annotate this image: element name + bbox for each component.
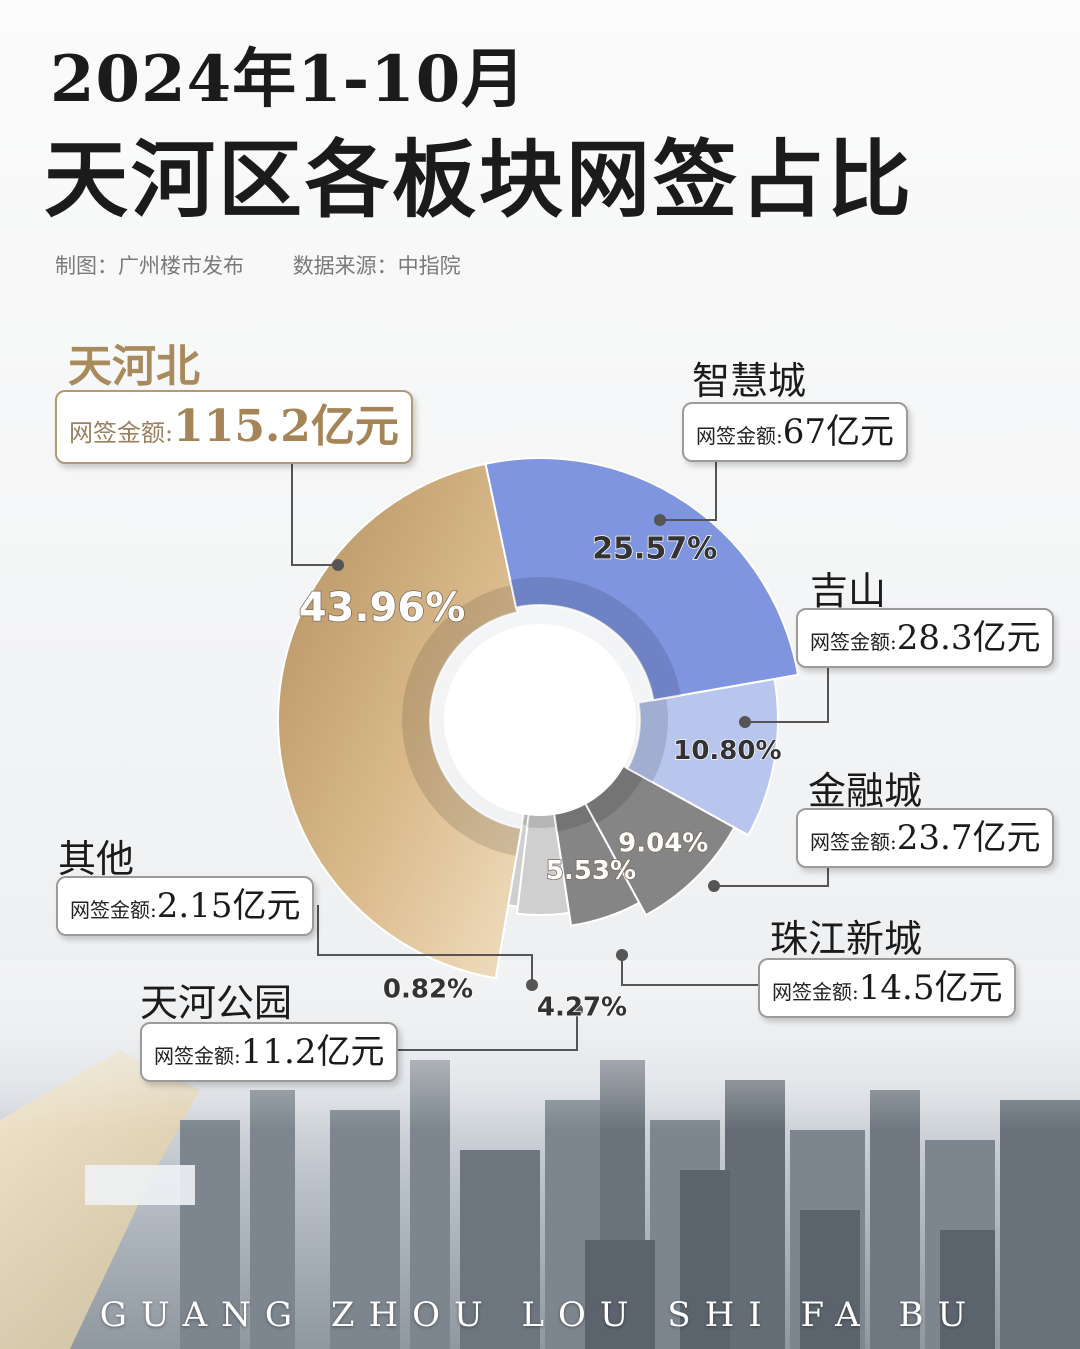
amount-box-jinrongcheng: 网签金额:23.7亿元 — [796, 808, 1055, 868]
amount-box-zhihuicheng: 网签金额:67亿元 — [682, 402, 909, 462]
pct-label-zhujiangxincheng: 5.53% — [546, 856, 636, 886]
pct-label-qita: 0.82% — [383, 975, 473, 1005]
amount-box-tianhebei: 网签金额:115.2亿元 — [55, 390, 413, 464]
amount-label: 网签金额: — [772, 980, 859, 1004]
title-date-range: 2024年1-10月 — [50, 42, 527, 117]
category-name-tianhebei: 天河北 — [68, 341, 200, 392]
category-name-jishan: 吉山 — [810, 569, 887, 613]
slice-zhihuicheng — [484, 457, 800, 702]
amount-label: 网签金额: — [154, 1044, 241, 1068]
pct-label-tianhegongyuan: 4.27% — [537, 993, 627, 1023]
slice-tianhebei-inner-rim — [401, 585, 522, 857]
connector-line — [291, 460, 338, 566]
amount-box-tianhegongyuan: 网签金额:11.2亿元 — [140, 1022, 399, 1082]
category-name-zhujiangxincheng: 珠江新城 — [770, 917, 923, 961]
connector-dot — [616, 949, 628, 961]
connector-line — [660, 460, 717, 521]
category-name-tianhegongyuan: 天河公园 — [140, 981, 293, 1025]
slice-jishan-inner-rim — [627, 697, 668, 782]
connector-dot — [708, 880, 720, 892]
slice-zhihuicheng-inner-rim — [510, 577, 681, 701]
connector-line — [317, 905, 533, 985]
connector-dot — [654, 514, 666, 526]
connector-dot — [526, 979, 538, 991]
category-name-jinrongcheng: 金融城 — [808, 769, 923, 813]
amount-value-jishan: 28.3亿元 — [896, 618, 1041, 658]
amount-value-zhihuicheng: 67亿元 — [782, 412, 895, 452]
amount-label: 网签金额: — [810, 830, 897, 854]
amount-label: 网签金额: — [69, 419, 174, 447]
category-name-qita: 其他 — [58, 837, 135, 881]
amount-value-tianhebei: 115.2亿元 — [173, 401, 399, 452]
amount-value-zhujiangxincheng: 14.5亿元 — [858, 968, 1003, 1008]
credit-source: 数据来源：中指院 — [292, 254, 461, 278]
credit-maker: 制图：广州楼市发布 — [55, 254, 244, 278]
pct-label-tianhebei: 43.96% — [299, 585, 466, 631]
page-title: 天河区各板块网签占比 — [44, 130, 915, 229]
amount-label: 网签金额: — [810, 630, 897, 654]
footer-brand-text: GUANG ZHOU LOU SHI FA BU — [99, 1295, 981, 1335]
donut-hole — [444, 624, 636, 816]
connector-dot — [571, 1004, 583, 1016]
amount-box-zhujiangxincheng: 网签金额:14.5亿元 — [758, 958, 1017, 1018]
pct-label-jishan: 10.80% — [673, 736, 781, 766]
amount-value-qita: 2.15亿元 — [156, 886, 301, 926]
connector-line — [714, 864, 829, 887]
connector-dot — [739, 716, 751, 728]
connector-line — [745, 664, 829, 723]
slice-jinrongcheng-inner-rim — [582, 763, 644, 824]
connector-line — [398, 1010, 578, 1051]
amount-label: 网签金额: — [696, 424, 783, 448]
amount-value-tianhegongyuan: 11.2亿元 — [240, 1032, 385, 1072]
connector-dot — [332, 559, 344, 571]
pct-label-jinrongcheng: 9.04% — [618, 829, 708, 859]
pct-label-zhihuicheng: 25.57% — [592, 532, 717, 567]
slice-tianhebei — [277, 462, 523, 980]
amount-label: 网签金额: — [70, 898, 157, 922]
slice-jishan — [626, 677, 779, 837]
amount-box-jishan: 网签金额:28.3亿元 — [796, 608, 1055, 668]
connector-line — [621, 955, 758, 986]
amount-box-qita: 网签金额:2.15亿元 — [56, 876, 315, 936]
amount-value-jinrongcheng: 23.7亿元 — [896, 818, 1041, 858]
category-name-zhihuicheng: 智慧城 — [692, 359, 807, 403]
credits: 制图：广州楼市发布 数据来源：中指院 — [55, 250, 503, 280]
